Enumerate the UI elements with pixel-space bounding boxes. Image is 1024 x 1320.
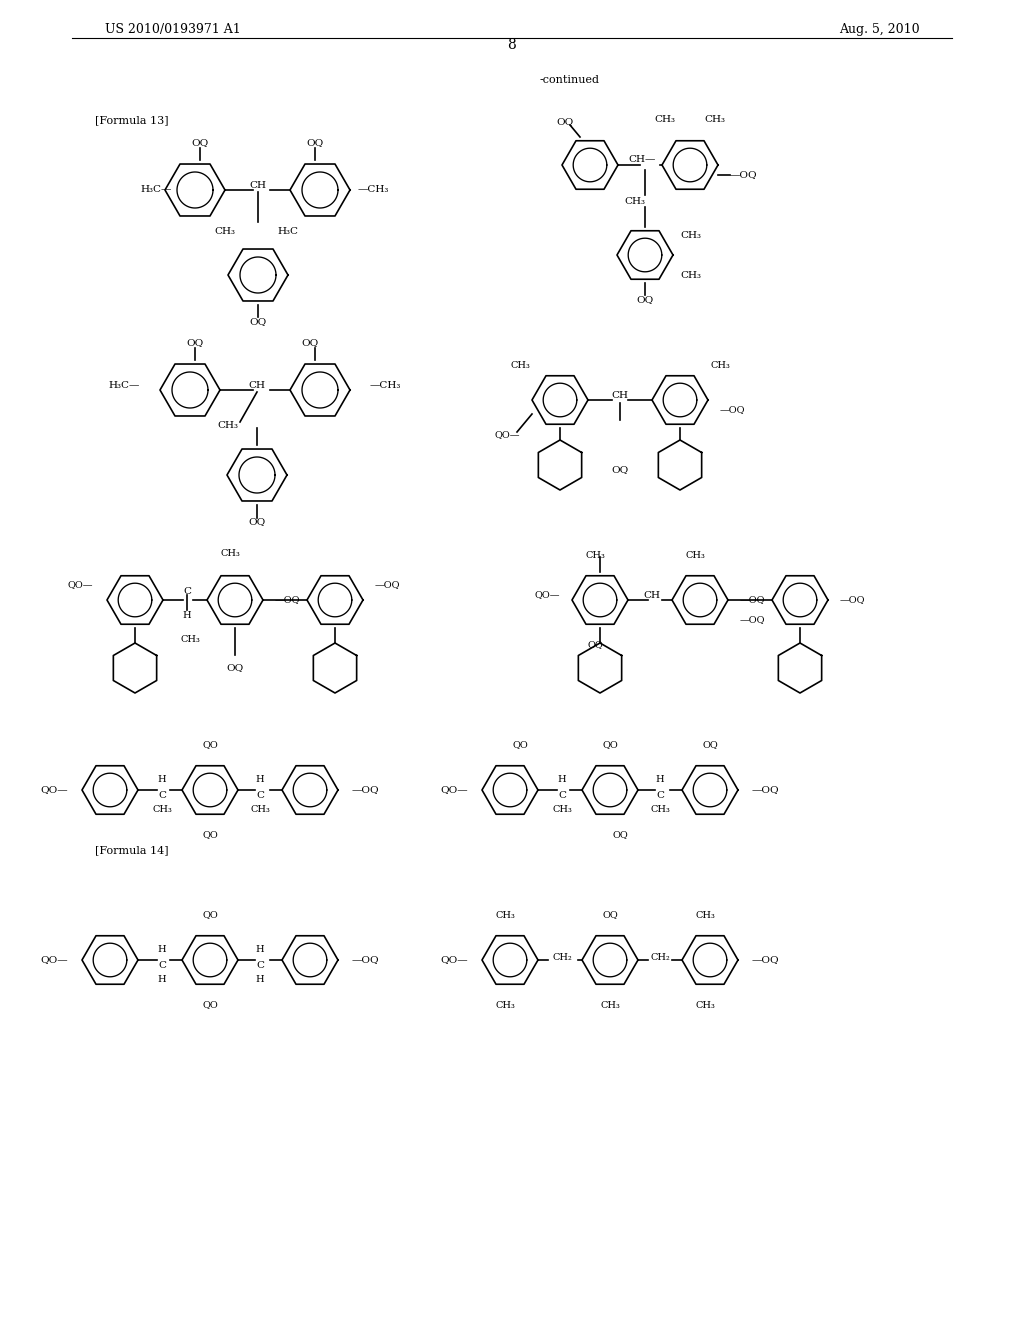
Text: C: C bbox=[558, 791, 566, 800]
Text: -continued: -continued bbox=[540, 75, 600, 84]
Text: OQ: OQ bbox=[612, 830, 628, 840]
Text: CH₃: CH₃ bbox=[250, 805, 270, 814]
Text: CH₃: CH₃ bbox=[510, 360, 530, 370]
Text: CH₃: CH₃ bbox=[680, 271, 701, 280]
Text: C: C bbox=[158, 961, 166, 969]
Text: QO: QO bbox=[602, 741, 617, 750]
Text: OQ: OQ bbox=[191, 139, 209, 148]
Text: [Formula 13]: [Formula 13] bbox=[95, 115, 169, 125]
Text: CH: CH bbox=[611, 391, 629, 400]
Text: C: C bbox=[256, 961, 264, 969]
Text: CH₃: CH₃ bbox=[552, 805, 572, 814]
Text: —OQ: —OQ bbox=[375, 581, 400, 590]
Text: CH₃: CH₃ bbox=[214, 227, 236, 236]
Text: H: H bbox=[655, 776, 665, 784]
Text: 8: 8 bbox=[508, 38, 516, 51]
Text: OQ: OQ bbox=[636, 296, 653, 305]
Text: Aug. 5, 2010: Aug. 5, 2010 bbox=[840, 24, 920, 37]
Text: CH₃: CH₃ bbox=[495, 1001, 515, 1010]
Text: —CH₃: —CH₃ bbox=[358, 186, 389, 194]
Text: CH—: CH— bbox=[629, 156, 655, 165]
Text: CH₃: CH₃ bbox=[705, 115, 725, 124]
Text: CH: CH bbox=[249, 380, 265, 389]
Text: CH₃: CH₃ bbox=[710, 360, 730, 370]
Text: CH₃: CH₃ bbox=[220, 549, 240, 558]
Text: C: C bbox=[656, 791, 664, 800]
Text: US 2010/0193971 A1: US 2010/0193971 A1 bbox=[105, 24, 241, 37]
Text: —OQ: —OQ bbox=[275, 595, 300, 605]
Text: CH₃: CH₃ bbox=[495, 911, 515, 920]
Text: CH₃: CH₃ bbox=[650, 805, 670, 814]
Text: —OQ: —OQ bbox=[752, 956, 779, 965]
Text: —OQ: —OQ bbox=[720, 405, 745, 414]
Text: CH₂: CH₂ bbox=[552, 953, 571, 961]
Text: H: H bbox=[256, 945, 264, 954]
Text: H: H bbox=[182, 610, 191, 619]
Text: H: H bbox=[158, 945, 166, 954]
Text: OQ: OQ bbox=[226, 664, 244, 672]
Text: CH₃: CH₃ bbox=[685, 550, 705, 560]
Text: QO: QO bbox=[202, 830, 218, 840]
Text: [Formula 14]: [Formula 14] bbox=[95, 845, 169, 855]
Text: QO: QO bbox=[202, 741, 218, 750]
Text: H: H bbox=[256, 975, 264, 985]
Text: OQ: OQ bbox=[250, 318, 266, 326]
Text: CH₃: CH₃ bbox=[152, 805, 172, 814]
Text: OQ: OQ bbox=[702, 741, 718, 750]
Text: QO: QO bbox=[202, 1001, 218, 1010]
Text: CH₃: CH₃ bbox=[180, 635, 200, 644]
Text: OQ: OQ bbox=[602, 911, 617, 920]
Text: QO—: QO— bbox=[40, 956, 68, 965]
Text: C: C bbox=[183, 587, 191, 597]
Text: QO: QO bbox=[512, 741, 528, 750]
Text: —OQ: —OQ bbox=[840, 595, 865, 605]
Text: OQ: OQ bbox=[306, 139, 324, 148]
Text: QO—: QO— bbox=[440, 956, 468, 965]
Text: CH₂: CH₂ bbox=[650, 953, 670, 961]
Text: QO—: QO— bbox=[40, 785, 68, 795]
Text: OQ: OQ bbox=[301, 338, 318, 347]
Text: —OQ: —OQ bbox=[730, 170, 758, 180]
Text: QO—: QO— bbox=[68, 581, 93, 590]
Text: CH₃: CH₃ bbox=[625, 198, 645, 206]
Text: CH₃: CH₃ bbox=[585, 550, 605, 560]
Text: C: C bbox=[158, 791, 166, 800]
Text: —CH₃: —CH₃ bbox=[370, 380, 401, 389]
Text: OQ: OQ bbox=[556, 117, 573, 127]
Text: QO—: QO— bbox=[495, 430, 520, 440]
Text: —OQ: —OQ bbox=[740, 615, 766, 624]
Text: —OQ: —OQ bbox=[352, 956, 380, 965]
Text: —OQ: —OQ bbox=[352, 785, 380, 795]
Text: OQ: OQ bbox=[186, 338, 204, 347]
Text: CH₃: CH₃ bbox=[695, 1001, 715, 1010]
Text: H₃C—: H₃C— bbox=[109, 380, 140, 389]
Text: CH₃: CH₃ bbox=[600, 1001, 620, 1010]
Text: H₃C—: H₃C— bbox=[140, 186, 171, 194]
Text: —OQ: —OQ bbox=[740, 595, 766, 605]
Text: QO—: QO— bbox=[440, 785, 468, 795]
Text: CH₃: CH₃ bbox=[695, 911, 715, 920]
Text: —OQ: —OQ bbox=[752, 785, 779, 795]
Text: H: H bbox=[158, 975, 166, 985]
Text: C: C bbox=[256, 791, 264, 800]
Text: QO—: QO— bbox=[535, 590, 560, 599]
Text: QO: QO bbox=[202, 911, 218, 920]
Text: H₃C: H₃C bbox=[278, 227, 299, 236]
Text: H: H bbox=[256, 776, 264, 784]
Text: OQ: OQ bbox=[587, 640, 603, 649]
Text: H: H bbox=[558, 776, 566, 784]
Text: CH: CH bbox=[643, 590, 660, 599]
Text: CH: CH bbox=[250, 181, 266, 190]
Text: H: H bbox=[158, 776, 166, 784]
Text: CH₃: CH₃ bbox=[217, 421, 239, 429]
Text: CH₃: CH₃ bbox=[680, 231, 701, 239]
Text: CH₃: CH₃ bbox=[654, 115, 676, 124]
Text: OQ: OQ bbox=[249, 517, 265, 527]
Text: OQ: OQ bbox=[611, 466, 629, 474]
